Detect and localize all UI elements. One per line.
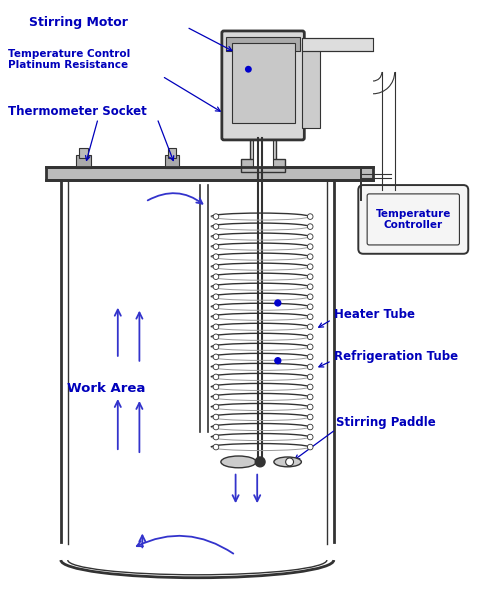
Circle shape [213, 404, 219, 410]
Ellipse shape [221, 456, 256, 468]
Circle shape [213, 214, 219, 219]
Circle shape [213, 354, 219, 360]
Circle shape [307, 224, 313, 229]
Text: Work Area: Work Area [67, 382, 145, 395]
Circle shape [213, 424, 219, 430]
Circle shape [213, 364, 219, 370]
Circle shape [213, 274, 219, 280]
Bar [168, 148, 176, 158]
Circle shape [213, 294, 219, 300]
Bar [76, 155, 91, 168]
Circle shape [213, 254, 219, 259]
Circle shape [255, 457, 265, 467]
Text: Temperature
Controller: Temperature Controller [376, 209, 451, 230]
Circle shape [307, 214, 313, 219]
Circle shape [285, 458, 293, 466]
Circle shape [307, 344, 313, 350]
Circle shape [245, 66, 252, 73]
Circle shape [213, 314, 219, 320]
Bar [232, 43, 294, 123]
Circle shape [307, 284, 313, 290]
Circle shape [307, 304, 313, 310]
Bar [226, 37, 301, 51]
Circle shape [213, 284, 219, 290]
Circle shape [213, 344, 219, 350]
Bar [79, 148, 88, 158]
Text: Stirring Paddle: Stirring Paddle [336, 416, 435, 429]
Circle shape [275, 358, 281, 363]
Circle shape [307, 424, 313, 430]
Bar [253, 138, 273, 167]
Circle shape [307, 354, 313, 360]
Circle shape [213, 374, 219, 380]
Text: Thermometer Socket: Thermometer Socket [8, 105, 146, 118]
Circle shape [213, 264, 219, 269]
Circle shape [307, 274, 313, 280]
Circle shape [213, 384, 219, 389]
FancyBboxPatch shape [367, 194, 459, 245]
Circle shape [275, 300, 281, 306]
Text: Temperature Control
Platinum Resistance: Temperature Control Platinum Resistance [8, 48, 130, 70]
Circle shape [307, 314, 313, 320]
Circle shape [307, 394, 313, 400]
Circle shape [213, 434, 219, 440]
Circle shape [307, 234, 313, 239]
Text: Refrigeration Tube: Refrigeration Tube [334, 350, 458, 363]
Circle shape [307, 334, 313, 340]
Bar [303, 38, 373, 51]
Circle shape [213, 444, 219, 450]
Circle shape [307, 244, 313, 249]
Circle shape [213, 234, 219, 239]
Circle shape [213, 324, 219, 330]
Circle shape [213, 244, 219, 249]
Circle shape [307, 324, 313, 330]
Circle shape [307, 384, 313, 389]
Circle shape [307, 364, 313, 370]
Circle shape [213, 334, 219, 340]
Bar [46, 167, 373, 180]
Circle shape [213, 414, 219, 420]
FancyBboxPatch shape [358, 185, 468, 254]
Circle shape [213, 304, 219, 310]
FancyBboxPatch shape [222, 31, 305, 140]
Bar [250, 138, 276, 167]
Circle shape [307, 434, 313, 440]
Text: Heater Tube: Heater Tube [334, 308, 415, 321]
Circle shape [213, 224, 219, 229]
Bar [165, 155, 179, 168]
Bar [303, 43, 320, 128]
Circle shape [307, 414, 313, 420]
Circle shape [307, 404, 313, 410]
Text: Stirring Motor: Stirring Motor [29, 15, 128, 28]
Ellipse shape [274, 457, 302, 467]
Circle shape [307, 254, 313, 259]
Circle shape [307, 374, 313, 380]
Bar [242, 158, 285, 173]
Circle shape [307, 294, 313, 300]
Circle shape [307, 264, 313, 269]
Circle shape [307, 444, 313, 450]
Circle shape [213, 394, 219, 400]
